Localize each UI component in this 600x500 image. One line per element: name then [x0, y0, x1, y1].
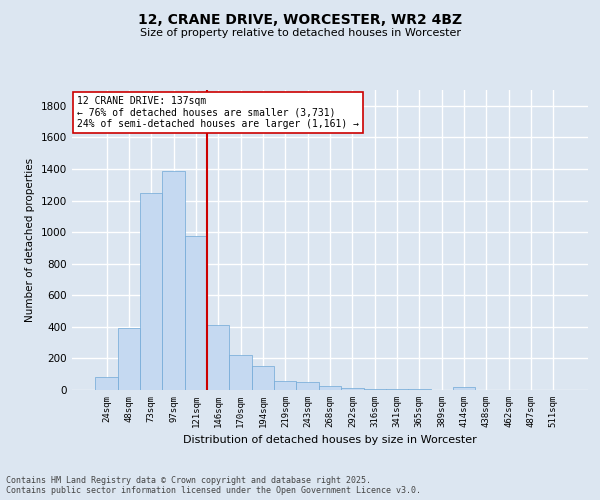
Y-axis label: Number of detached properties: Number of detached properties	[25, 158, 35, 322]
Text: Size of property relative to detached houses in Worcester: Size of property relative to detached ho…	[139, 28, 461, 38]
Bar	[319, 386, 341, 390]
Bar	[163, 170, 185, 390]
Text: 12 CRANE DRIVE: 137sqm
← 76% of detached houses are smaller (3,731)
24% of semi-: 12 CRANE DRIVE: 137sqm ← 76% of detached…	[77, 96, 359, 129]
Bar	[453, 387, 475, 390]
Bar	[386, 389, 408, 390]
Bar	[118, 328, 140, 390]
Bar	[95, 378, 118, 390]
Text: 12, CRANE DRIVE, WORCESTER, WR2 4BZ: 12, CRANE DRIVE, WORCESTER, WR2 4BZ	[138, 12, 462, 26]
Bar	[296, 382, 319, 390]
Bar	[229, 356, 252, 390]
Bar	[207, 326, 229, 390]
X-axis label: Distribution of detached houses by size in Worcester: Distribution of detached houses by size …	[183, 436, 477, 446]
Text: Contains HM Land Registry data © Crown copyright and database right 2025.
Contai: Contains HM Land Registry data © Crown c…	[6, 476, 421, 495]
Bar	[252, 366, 274, 390]
Bar	[140, 192, 163, 390]
Bar	[185, 236, 207, 390]
Bar	[364, 389, 386, 390]
Bar	[341, 388, 364, 390]
Bar	[274, 380, 296, 390]
Bar	[408, 389, 431, 390]
